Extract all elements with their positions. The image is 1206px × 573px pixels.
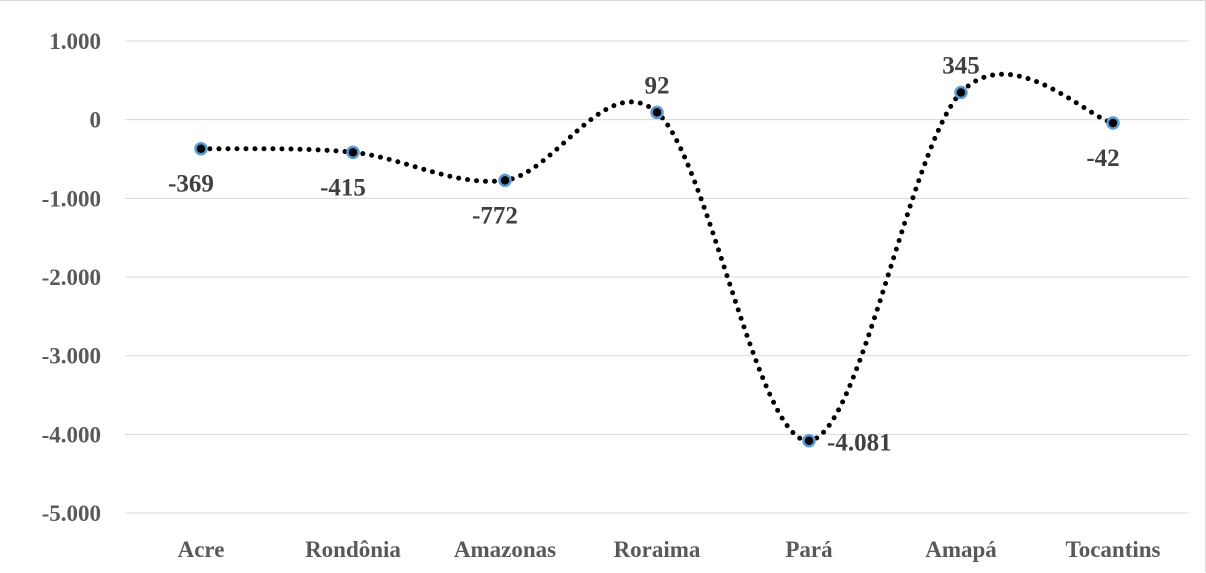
x-axis-category-labels: Acre Rondônia Amazonas Roraima Pará Amapá Toca… [178, 537, 1161, 562]
series-line [198, 71, 1116, 444]
x-category-label: Pará [785, 537, 833, 562]
gridlines [125, 40, 1189, 514]
x-category-label: Tocantins [1065, 537, 1160, 562]
y-tick-label: 0 [90, 108, 102, 133]
y-tick-label: -4.000 [42, 422, 101, 447]
data-label: -369 [168, 171, 214, 198]
y-axis-tick-labels: 1.000 0 -1.000 -2.000 -3.000 -4.000 -5.000 [42, 29, 101, 526]
x-category-label: Amapá [925, 537, 997, 562]
data-point-marker [194, 141, 208, 156]
data-label: -772 [472, 202, 518, 229]
y-tick-label: -5.000 [42, 501, 101, 526]
data-point-marker [954, 85, 968, 100]
data-label: -42 [1086, 145, 1119, 172]
y-tick-label: -3.000 [42, 344, 101, 369]
data-point-marker [498, 173, 512, 188]
y-tick-label: -1.000 [42, 186, 101, 211]
x-category-label: Acre [178, 537, 225, 562]
y-tick-label: -2.000 [42, 265, 101, 290]
x-category-label: Amazonas [454, 537, 556, 562]
data-label: 92 [645, 72, 670, 99]
data-point-marker [346, 145, 360, 160]
data-markers [194, 85, 1120, 448]
data-label: -4.081 [827, 430, 892, 457]
data-point-marker [650, 105, 664, 120]
x-category-label: Rondônia [305, 537, 401, 562]
data-point-marker [802, 433, 816, 448]
data-label: -415 [320, 174, 366, 201]
data-point-marker [1106, 116, 1120, 130]
data-label: 345 [942, 53, 980, 80]
x-category-label: Roraima [614, 537, 701, 562]
y-tick-label: 1.000 [49, 29, 101, 54]
data-labels: -369 -415 -772 92 -4.081 345 -42 [168, 53, 1120, 457]
